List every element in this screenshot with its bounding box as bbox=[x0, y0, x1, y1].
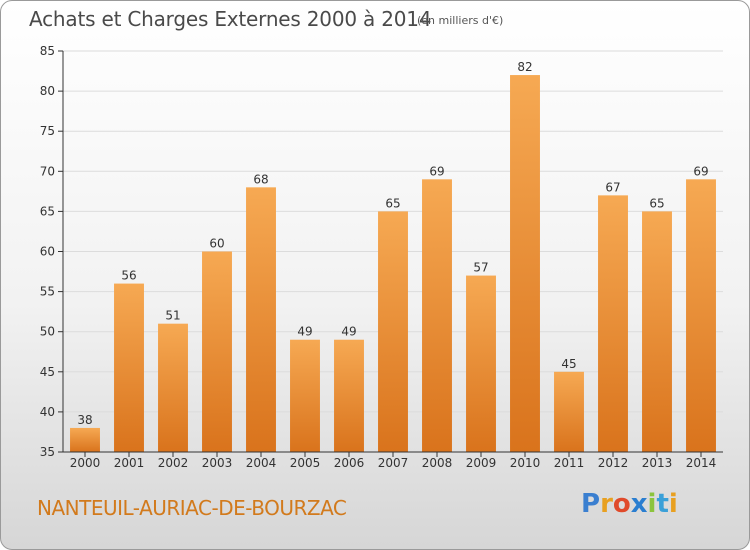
y-tick-label: 65 bbox=[40, 204, 55, 218]
y-tick-label: 85 bbox=[40, 44, 55, 58]
chart-unit-label: (en milliers d'€) bbox=[417, 14, 504, 27]
y-tick-label: 75 bbox=[40, 124, 55, 138]
x-tick-label: 2004 bbox=[246, 456, 277, 470]
x-tick-label: 2005 bbox=[290, 456, 321, 470]
x-tick-label: 2008 bbox=[422, 456, 453, 470]
bar-value-label: 57 bbox=[473, 261, 488, 275]
y-tick-label: 55 bbox=[40, 285, 55, 299]
axes: 35 40 45 50 55 60 65 70 75 80 85 2000 2001 2002 2003 20… bbox=[40, 44, 723, 470]
bar-value-label: 51 bbox=[165, 309, 180, 323]
bar-value-label: 38 bbox=[77, 413, 92, 427]
logo-letter: r bbox=[600, 489, 613, 519]
logo-letter: P bbox=[581, 489, 601, 519]
x-tick-label: 2010 bbox=[510, 456, 541, 470]
logo-letter: x bbox=[630, 489, 648, 519]
bars: 38 56 51 60 68 49 49 65 69 57 82 45 67 65 69 bbox=[70, 60, 716, 453]
bar-value-label: 69 bbox=[429, 164, 444, 178]
proxiti-logo[interactable]: Proxiti bbox=[581, 489, 678, 519]
bar[interactable] bbox=[598, 195, 628, 453]
x-tick-label: 2013 bbox=[642, 456, 673, 470]
x-tick-label: 2012 bbox=[598, 456, 629, 470]
y-tick-label: 60 bbox=[40, 245, 55, 259]
chart-title: Achats et Charges Externes 2000 à 2014 bbox=[29, 7, 432, 31]
x-tick-label: 2002 bbox=[158, 456, 189, 470]
bar[interactable] bbox=[422, 179, 452, 452]
x-tick-label: 2003 bbox=[202, 456, 233, 470]
bar-value-label: 82 bbox=[517, 60, 532, 74]
bar[interactable] bbox=[686, 179, 716, 452]
x-tick-label: 2014 bbox=[686, 456, 717, 470]
bar[interactable] bbox=[510, 75, 540, 452]
bar[interactable] bbox=[378, 211, 408, 452]
bar-value-label: 68 bbox=[253, 172, 268, 186]
y-tick-label: 70 bbox=[40, 164, 55, 178]
bar-value-label: 69 bbox=[693, 164, 708, 178]
bar[interactable] bbox=[290, 339, 320, 452]
bar-value-label: 67 bbox=[605, 180, 620, 194]
bar[interactable] bbox=[158, 323, 188, 452]
bar[interactable] bbox=[114, 283, 144, 452]
x-tick-label: 2006 bbox=[334, 456, 365, 470]
x-tick-label: 2000 bbox=[70, 456, 101, 470]
bar[interactable] bbox=[642, 211, 672, 452]
y-tick-label: 40 bbox=[40, 405, 55, 419]
bar[interactable] bbox=[334, 339, 364, 452]
bar[interactable] bbox=[554, 371, 584, 452]
bar-value-label: 49 bbox=[341, 325, 356, 339]
y-tick-label: 50 bbox=[40, 325, 55, 339]
y-tick-label: 45 bbox=[40, 365, 55, 379]
y-tick-label: 35 bbox=[40, 445, 55, 459]
bar-value-label: 65 bbox=[649, 196, 664, 210]
bar-value-label: 65 bbox=[385, 196, 400, 210]
bar-value-label: 45 bbox=[561, 357, 576, 371]
logo-letter: i bbox=[668, 489, 678, 519]
bar[interactable] bbox=[466, 275, 496, 452]
x-tick-label: 2011 bbox=[554, 456, 585, 470]
x-tick-label: 2001 bbox=[114, 456, 145, 470]
x-tick-label: 2009 bbox=[466, 456, 497, 470]
bar[interactable] bbox=[202, 251, 232, 453]
x-tick-label: 2007 bbox=[378, 456, 409, 470]
bar[interactable] bbox=[246, 187, 276, 452]
place-name: NANTEUIL-AURIAC-DE-BOURZAC bbox=[37, 496, 347, 520]
bar-value-label: 60 bbox=[209, 237, 224, 251]
logo-letter: t bbox=[656, 489, 669, 519]
bar-value-label: 56 bbox=[121, 269, 136, 283]
y-tick-label: 80 bbox=[40, 84, 55, 98]
bar[interactable] bbox=[70, 427, 100, 452]
logo-letter: o bbox=[612, 489, 631, 519]
logo-letter: i bbox=[647, 489, 657, 519]
bar-value-label: 49 bbox=[297, 325, 312, 339]
